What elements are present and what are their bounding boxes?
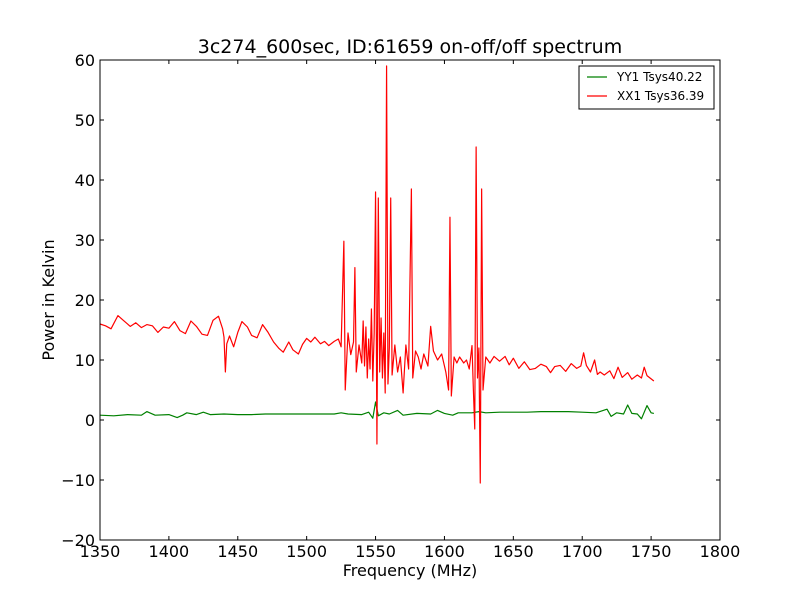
y-tick-labels: −20 −10 0 10 20 30 40 50 60 <box>61 51 95 550</box>
x-tick-label: 1400 <box>149 542 190 561</box>
x-axis-label: Frequency (MHz) <box>343 561 477 580</box>
y-tick-label: 60 <box>75 51 95 70</box>
series-layer <box>99 65 655 484</box>
y-tick-label: −20 <box>61 531 95 550</box>
x-tick-label: 1650 <box>493 542 534 561</box>
x-tick-label: 1350 <box>80 542 121 561</box>
x-tick-label: 1550 <box>355 542 396 561</box>
y-axis-label: Power in Kelvin <box>39 239 58 360</box>
x-tick-label: 1500 <box>286 542 327 561</box>
x-tick-labels: 1350 1400 1450 1500 1550 1600 1650 1700 1750 1800 <box>80 542 741 561</box>
x-tick-label: 1600 <box>424 542 465 561</box>
y-tick-label: 0 <box>85 411 95 430</box>
legend-label-yy1: YY1 Tsys40.22 <box>616 70 702 84</box>
legend-label-xx1: XX1 Tsys36.39 <box>617 89 704 103</box>
y-tick-label: 30 <box>75 231 95 250</box>
series-line-yy1 <box>99 401 654 420</box>
axes-frame <box>99 59 721 541</box>
legend: YY1 Tsys40.22 XX1 Tsys36.39 <box>578 65 715 110</box>
x-tick-label: 1700 <box>562 542 603 561</box>
y-tick-label: 50 <box>75 111 95 130</box>
legend-box <box>578 65 715 110</box>
y-tick-label: 40 <box>75 171 95 190</box>
x-tick-label: 1750 <box>631 542 672 561</box>
y-tick-label: 20 <box>75 291 95 310</box>
x-tick-label: 1450 <box>217 542 258 561</box>
y-tick-label: −10 <box>61 471 95 490</box>
x-tick-label: 1800 <box>700 542 741 561</box>
plot-area <box>99 59 721 541</box>
chart-title: 3c274_600sec, ID:61659 on-off/off spectr… <box>198 36 622 58</box>
series-line-xx1 <box>99 65 655 484</box>
y-tick-label: 10 <box>75 351 95 370</box>
